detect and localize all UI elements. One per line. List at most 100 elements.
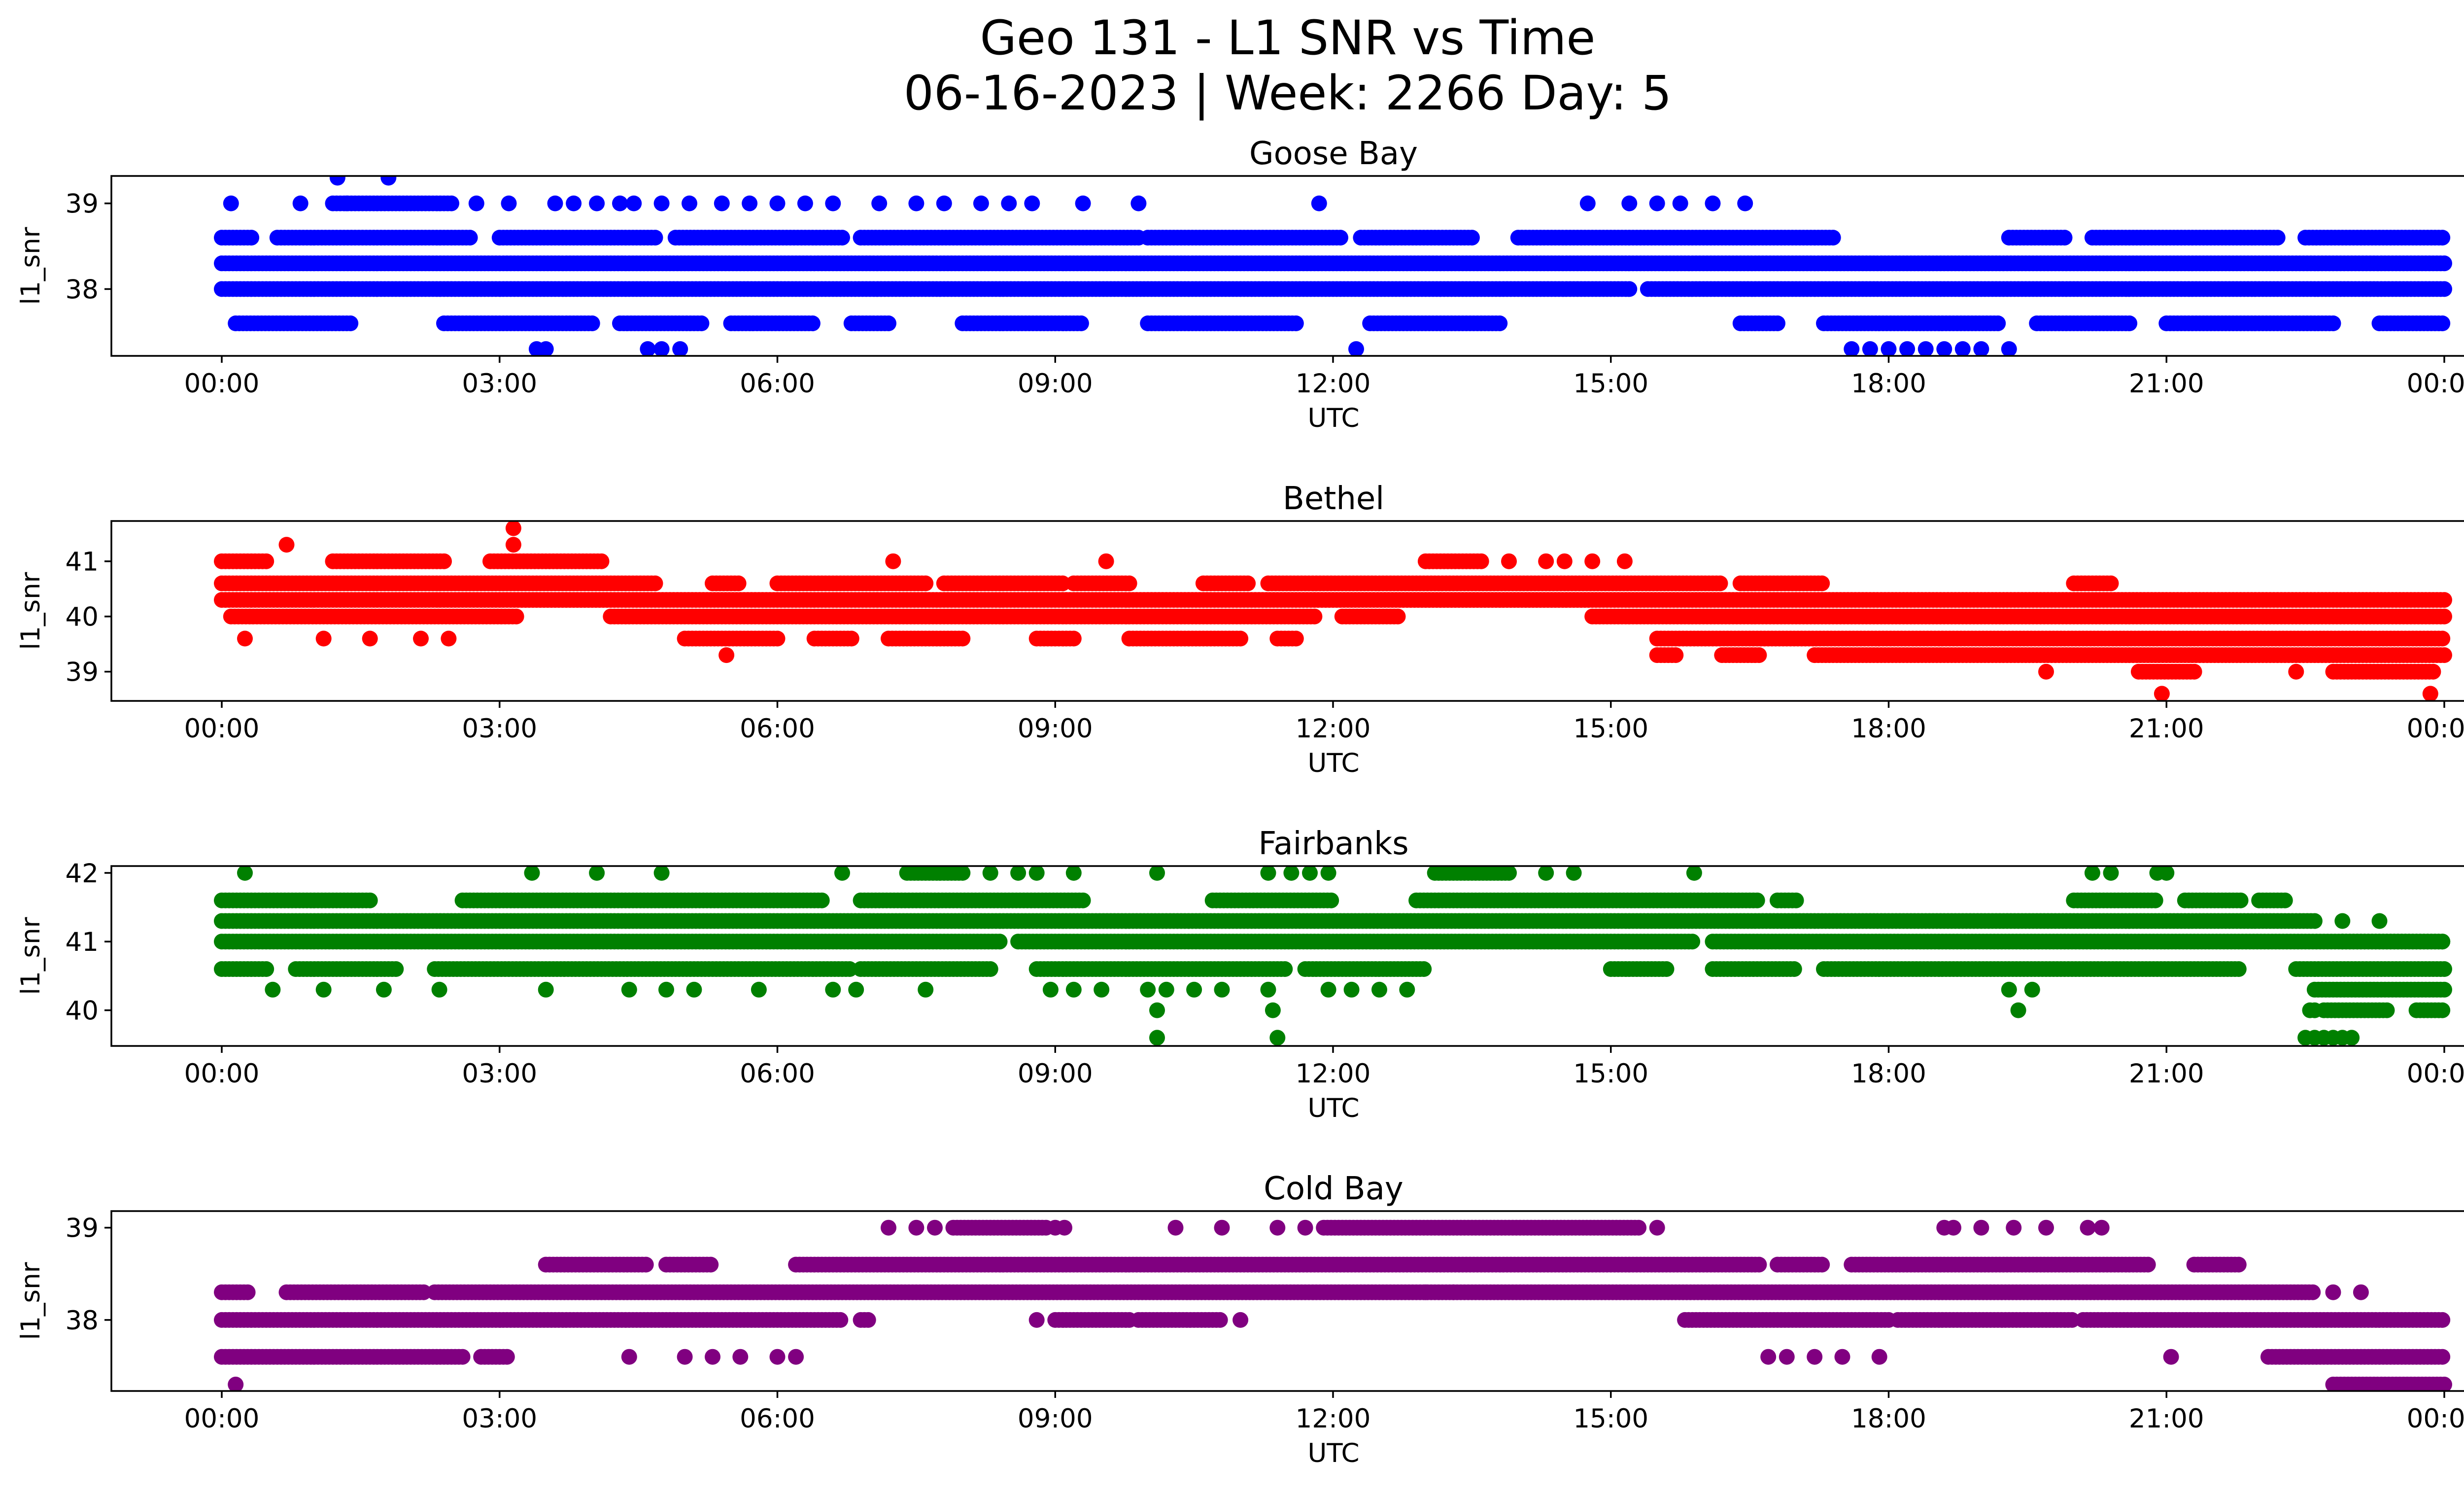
data-point (2436, 608, 2452, 625)
data-point (2056, 230, 2073, 246)
data-point (329, 176, 345, 186)
data-point (885, 553, 901, 569)
data-point (908, 195, 924, 211)
data-point (258, 553, 274, 569)
data-point (1936, 341, 1952, 356)
data-point (769, 630, 786, 647)
data-point (714, 195, 730, 211)
x-tick-label: 09:00 (1018, 369, 1093, 399)
x-tick-label: 12:00 (1296, 714, 1371, 744)
data-point (973, 195, 989, 211)
data-point (538, 341, 554, 356)
data-point (2269, 230, 2286, 246)
data-point (1954, 341, 1971, 356)
y-axis-label: l1_snr (16, 572, 46, 650)
x-tick-label: 18:00 (1851, 369, 1926, 399)
data-point (769, 195, 786, 211)
data-point (584, 315, 600, 331)
x-tick-label: 15:00 (1573, 714, 1648, 744)
scatter-series (214, 866, 2452, 1046)
figure-title-line1: Geo 131 - L1 SNR vs Time (980, 10, 1596, 66)
panel-title: Fairbanks (1258, 826, 1408, 862)
data-point (653, 195, 670, 211)
data-point (1881, 341, 1897, 356)
data-point (441, 630, 457, 647)
data-point (380, 176, 397, 186)
data-point (834, 230, 850, 246)
y-tick-label: 40 (66, 602, 99, 632)
data-point (825, 195, 841, 211)
data-point (1232, 630, 1249, 647)
data-point (413, 630, 429, 647)
data-point (1917, 341, 1934, 356)
data-point (1621, 281, 1638, 297)
data-point (918, 575, 934, 591)
data-point (693, 315, 710, 331)
data-point (1055, 575, 1071, 591)
data-point (871, 195, 888, 211)
data-point (508, 608, 524, 625)
data-point (1306, 608, 1323, 625)
y-tick-label: 39 (66, 189, 99, 219)
data-point (501, 195, 517, 211)
x-tick-label: 00:00 (2407, 714, 2464, 744)
data-point (1668, 647, 1684, 663)
data-point (589, 195, 605, 211)
data-point (730, 575, 747, 591)
x-axis-label: UTC (1307, 748, 1359, 778)
data-point (843, 630, 859, 647)
data-point (2001, 341, 2017, 356)
data-point (2434, 315, 2451, 331)
x-tick-label: 06:00 (740, 714, 815, 744)
data-point (292, 195, 308, 211)
data-point (1390, 608, 1406, 625)
data-point (1862, 341, 1878, 356)
data-point (1240, 575, 1256, 591)
data-point (547, 195, 563, 211)
data-point (1130, 195, 1147, 211)
x-tick-label: 12:00 (1296, 369, 1371, 399)
data-point (468, 195, 484, 211)
data-point (2288, 663, 2304, 680)
data-point (2122, 315, 2138, 331)
data-point (653, 341, 670, 356)
figure-title-line2: 06-16-2023 | Week: 2266 Day: 5 (904, 66, 1672, 121)
data-point (278, 537, 295, 553)
data-point (315, 630, 332, 647)
data-point (2425, 663, 2441, 680)
scatter-series (214, 176, 2452, 356)
data-point (342, 315, 359, 331)
y-tick-label: 38 (66, 275, 99, 305)
data-point (626, 195, 642, 211)
data-point (1348, 341, 1364, 356)
y-tick-label: 41 (66, 547, 99, 577)
data-point (1584, 553, 1601, 569)
data-point (647, 230, 663, 246)
data-point (797, 195, 813, 211)
data-point (742, 195, 758, 211)
data-point (1556, 553, 1573, 569)
data-point (1492, 315, 1508, 331)
panel-title: Goose Bay (1249, 136, 1418, 172)
data-point (647, 575, 663, 591)
data-point (243, 230, 260, 246)
data-point (1538, 553, 1554, 569)
data-point (1333, 230, 1348, 246)
data-point (2436, 281, 2452, 297)
data-point (936, 195, 952, 211)
data-point (682, 195, 697, 211)
scatter-series (214, 521, 2452, 701)
data-point (593, 553, 610, 569)
x-tick-label: 21:00 (2129, 369, 2204, 399)
data-point (640, 341, 656, 356)
data-point (1770, 315, 1785, 331)
data-point (1814, 575, 1830, 591)
data-point (2154, 686, 2170, 701)
data-point (1001, 195, 1017, 211)
data-point (2436, 592, 2452, 608)
data-point (2436, 647, 2452, 663)
x-tick-label: 06:00 (740, 369, 815, 399)
data-point (881, 315, 896, 331)
